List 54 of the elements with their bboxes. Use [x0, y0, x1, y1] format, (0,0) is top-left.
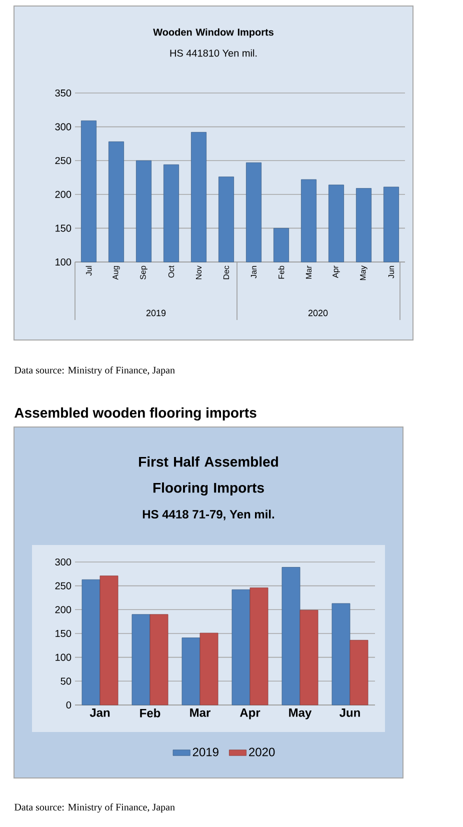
y-tick-label: 100 [56, 258, 72, 266]
y-tick-label: 350 [55, 89, 72, 97]
x-tick-label: May [289, 708, 312, 720]
x-tick-label: Jan [90, 708, 110, 717]
text: 2019 [146, 310, 166, 316]
x-tick-label: Sep [140, 266, 148, 280]
x-tick-label: Apr [332, 266, 340, 278]
bar [300, 610, 318, 706]
x-tick-label: Jun [340, 708, 360, 717]
text: 2020 [308, 310, 328, 316]
bar [332, 603, 350, 706]
y-tick-label: 150 [56, 224, 72, 232]
y-tick-label: 300 [55, 123, 72, 130]
text: Assembled wooden flooring imports [14, 407, 256, 421]
bar [82, 579, 100, 706]
source-note: Data source: Ministry of Finance, Japan [14, 803, 175, 813]
bar [250, 588, 268, 706]
chart-subtitle: HS 4418 71-79, Yen mil. [142, 510, 274, 520]
y-tick-label: 150 [56, 630, 72, 638]
y-tick-label: 200 [55, 190, 72, 198]
bar [182, 638, 200, 706]
y-tick-label: 100 [56, 654, 72, 661]
bar [282, 567, 300, 706]
y-tick-label: 200 [55, 606, 72, 614]
bar [132, 614, 150, 706]
y-tick-label: 250 [55, 157, 72, 164]
x-tick-label: Dec [223, 266, 230, 280]
bar [150, 614, 168, 706]
y-tick-label: 250 [55, 582, 72, 590]
x-tick-label: May [360, 266, 368, 280]
x-tick-label: Apr [240, 708, 260, 720]
y-tick-label: 50 [60, 678, 72, 685]
legend-label: 2020 [249, 748, 275, 756]
x-tick-label: Mar [190, 708, 210, 717]
y-tick-label: 300 [55, 558, 72, 566]
x-tick-label: Feb [278, 266, 284, 279]
source-note: Data source: Ministry of Finance, Japan [14, 366, 175, 376]
bar [200, 632, 218, 706]
x-tick-label: Jul [86, 266, 92, 276]
chart-subtitle: HS 441810 Yen mil. [170, 49, 257, 57]
x-tick-label: Oct [168, 266, 174, 278]
bar [350, 640, 368, 706]
x-tick-label: Jun [388, 266, 394, 278]
legend-label: 2019 [192, 748, 218, 756]
x-tick-label: Aug [112, 266, 120, 280]
y-tick-label: 0 [66, 701, 72, 709]
x-tick-label: Jan [250, 266, 257, 278]
x-tick-label: Feb [140, 708, 160, 718]
bar [100, 576, 118, 706]
bar [232, 589, 250, 706]
x-tick-label: Nov [196, 266, 202, 280]
x-tick-label: Mar [306, 266, 312, 279]
chart-title: Wooden Window Imports [153, 28, 274, 38]
chart-title: First Half Assembled Flooring Imports [139, 456, 278, 496]
